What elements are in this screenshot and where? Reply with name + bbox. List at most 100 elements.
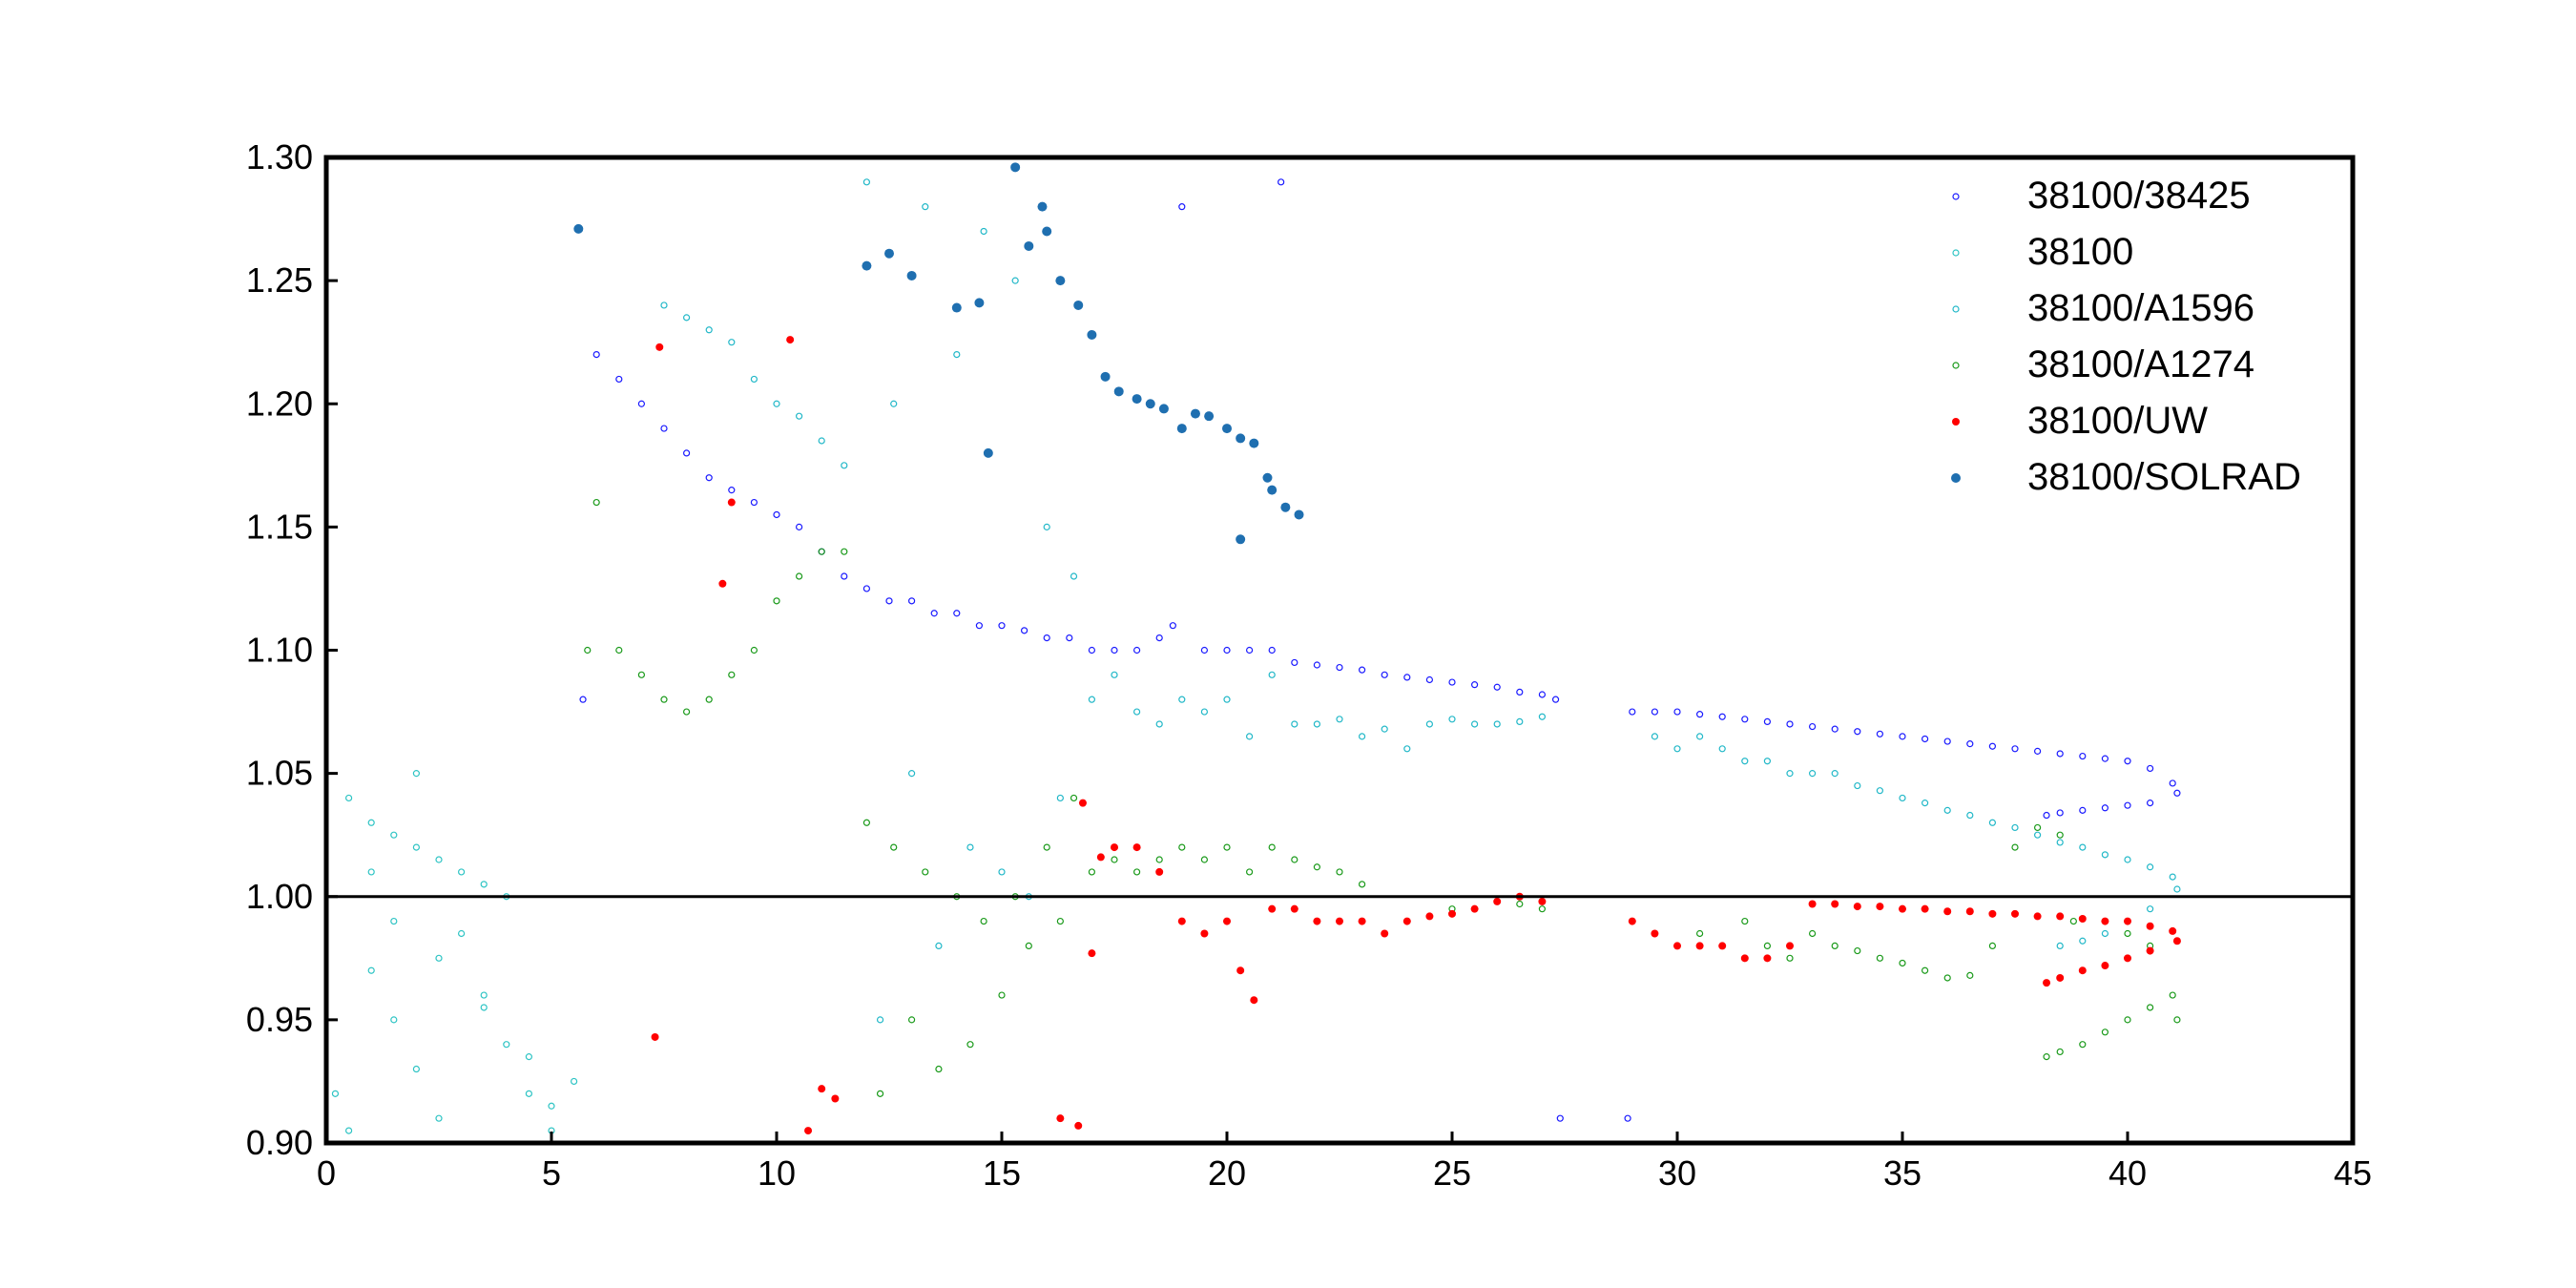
data-point xyxy=(750,498,758,507)
data-point xyxy=(584,646,592,654)
data-point xyxy=(2147,905,2154,913)
data-point xyxy=(1551,696,1560,703)
data-point xyxy=(1096,853,1105,862)
data-point xyxy=(480,1004,488,1011)
data-point xyxy=(1695,711,1704,718)
data-point xyxy=(728,671,736,678)
data-point xyxy=(885,597,893,605)
data-point xyxy=(412,770,420,778)
data-point xyxy=(1037,201,1048,212)
data-point xyxy=(2078,914,2087,923)
data-point xyxy=(1470,720,1479,728)
data-point xyxy=(412,843,420,851)
data-point xyxy=(1629,708,1636,716)
legend-marker xyxy=(1952,362,1960,369)
data-point xyxy=(2079,1041,2087,1049)
data-point xyxy=(773,400,780,407)
data-point xyxy=(1020,627,1028,634)
data-point xyxy=(1741,758,1749,765)
legend-label: 38100/SOLRAD xyxy=(2027,456,2301,498)
data-point xyxy=(1673,708,1681,716)
data-point xyxy=(1249,438,1259,448)
data-point xyxy=(1763,954,1772,963)
data-point xyxy=(1538,897,1547,905)
y-tick-label: 0.95 xyxy=(246,1000,313,1039)
data-point xyxy=(1651,929,1659,938)
data-point xyxy=(1268,843,1276,851)
data-point xyxy=(1043,843,1050,851)
data-point xyxy=(525,1053,533,1061)
data-point xyxy=(2147,800,2154,807)
data-point xyxy=(922,868,929,876)
data-point xyxy=(1786,770,1794,778)
data-point xyxy=(1538,691,1547,698)
data-point xyxy=(1899,959,1906,967)
x-tick-label: 25 xyxy=(1433,1153,1471,1193)
data-point xyxy=(2147,764,2154,773)
data-point xyxy=(367,819,375,826)
data-point xyxy=(1966,971,1974,979)
data-point xyxy=(884,248,894,259)
data-point xyxy=(1741,917,1749,925)
data-point xyxy=(980,227,987,236)
data-point xyxy=(2124,954,2131,963)
data-point xyxy=(2056,750,2064,758)
data-point xyxy=(1853,903,1861,911)
data-point xyxy=(907,770,916,778)
data-point xyxy=(1718,942,1727,950)
data-point xyxy=(615,375,623,384)
data-point xyxy=(1200,856,1209,863)
data-point xyxy=(718,579,727,588)
data-point xyxy=(728,487,736,494)
legend: 38100/38425 38100 38100/A1596 38100/A1274 38… xyxy=(1951,175,2301,498)
data-point xyxy=(1651,708,1659,716)
data-point xyxy=(1493,683,1501,691)
data-point xyxy=(998,868,1006,876)
data-point xyxy=(2172,937,2181,945)
data-point xyxy=(1043,634,1050,642)
data-point xyxy=(458,868,466,876)
data-point xyxy=(1236,433,1246,444)
data-point xyxy=(862,585,871,592)
data-point xyxy=(1854,781,1861,790)
data-point xyxy=(2056,809,2064,817)
data-point xyxy=(1070,572,1078,580)
legend-marker xyxy=(1952,249,1960,257)
data-point xyxy=(951,302,962,313)
data-point xyxy=(2146,946,2154,955)
data-point xyxy=(2169,991,2176,999)
legend-marker xyxy=(1951,473,1961,483)
legend-label: 38100/A1274 xyxy=(2027,343,2254,385)
data-point xyxy=(1493,897,1502,905)
data-point xyxy=(1111,843,1118,852)
data-point xyxy=(705,326,713,334)
data-point xyxy=(1538,713,1547,720)
data-point xyxy=(1078,799,1087,807)
data-point xyxy=(1074,1121,1083,1130)
data-point xyxy=(1763,942,1772,950)
data-point xyxy=(1177,917,1186,925)
data-point xyxy=(345,794,353,802)
data-point xyxy=(1278,178,1285,186)
data-point xyxy=(2101,755,2109,762)
data-point xyxy=(390,917,398,925)
data-point xyxy=(345,1127,353,1134)
data-point xyxy=(1651,733,1659,740)
data-point xyxy=(525,1090,533,1097)
data-point xyxy=(1831,725,1839,733)
data-point xyxy=(1516,900,1524,908)
data-point xyxy=(818,437,825,445)
data-point xyxy=(1070,794,1078,802)
data-point xyxy=(1673,942,1681,950)
data-point xyxy=(390,831,398,839)
data-point xyxy=(1470,904,1479,913)
data-point xyxy=(1178,843,1186,851)
data-point xyxy=(2043,1053,2050,1061)
data-point xyxy=(935,942,943,950)
data-point xyxy=(1056,794,1064,802)
data-point xyxy=(1200,929,1209,938)
data-point xyxy=(1988,942,1996,950)
data-point xyxy=(1155,634,1163,642)
data-point xyxy=(1921,735,1929,743)
data-point xyxy=(876,1090,884,1097)
